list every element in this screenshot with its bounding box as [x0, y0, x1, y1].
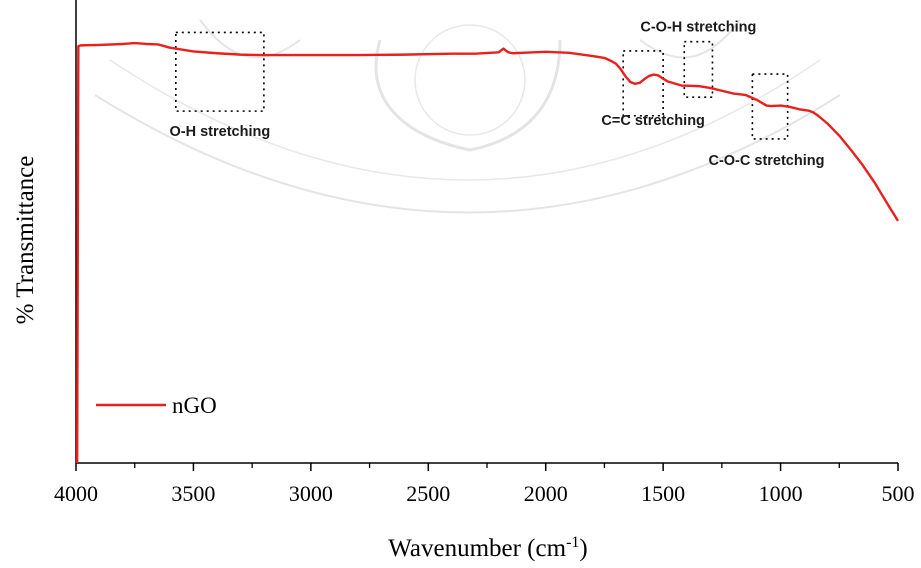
x-tick-label: 3500 — [171, 481, 215, 506]
annotation-box — [175, 31, 265, 112]
legend: nGO — [96, 393, 217, 418]
x-tick-label: 1000 — [759, 481, 803, 506]
annotation-label: C=C stretching — [601, 113, 705, 129]
annotation-box — [683, 40, 714, 99]
legend-label: nGO — [172, 393, 217, 418]
x-axis-ticks — [75, 463, 899, 471]
x-axis-tick-labels: 4000 3500 3000 2500 2000 1500 1000 500 — [54, 481, 915, 506]
annotation-label: C-O-C stretching — [708, 153, 824, 169]
x-tick-label: 2000 — [524, 481, 568, 506]
x-tick-label: 1500 — [641, 481, 685, 506]
series-line-ngo — [75, 41, 900, 464]
x-axis-title: Wavenumber (cm-1) — [388, 534, 587, 562]
university-seal-watermark — [94, 19, 841, 214]
annotation-label: C-O-H stretching — [640, 20, 756, 36]
series-lines — [75, 41, 900, 464]
peak-annotations: O-H stretching C=C stretching C-O-H stretc… — [169, 20, 824, 169]
x-tick-label: 2500 — [406, 481, 450, 506]
x-tick-label: 3000 — [289, 481, 333, 506]
annotation-label: O-H stretching — [169, 124, 270, 140]
x-tick-label: 500 — [882, 481, 915, 506]
y-axis-title: % Transmittance — [12, 156, 39, 325]
x-tick-label: 4000 — [54, 481, 98, 506]
x-axis-title-superscript: -1 — [566, 534, 579, 551]
annotation-box — [622, 50, 664, 117]
